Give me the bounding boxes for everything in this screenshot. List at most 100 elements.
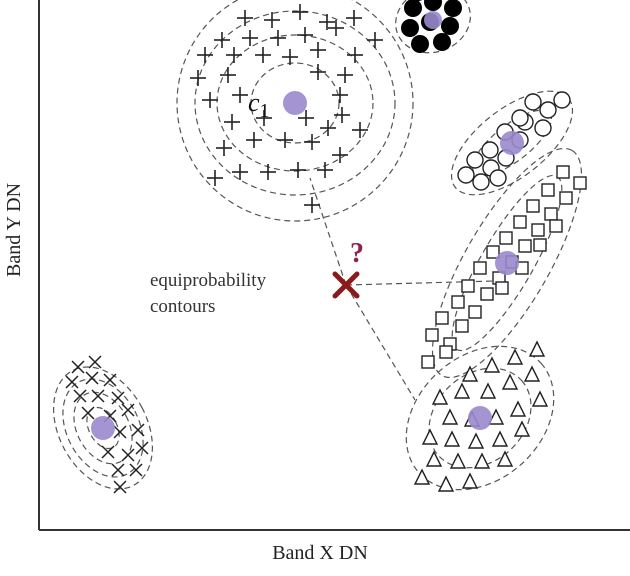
cross-stroke-b xyxy=(113,425,127,439)
plus-point xyxy=(334,107,350,123)
cross-stroke-b xyxy=(135,441,149,455)
class-centroid xyxy=(424,11,442,29)
cross-point xyxy=(111,391,125,405)
filled-circle-point xyxy=(404,0,422,17)
plus-point xyxy=(367,32,383,48)
square-point xyxy=(486,245,500,259)
plus-point xyxy=(317,162,333,178)
square-mark xyxy=(518,239,532,253)
class-centroid xyxy=(468,406,492,430)
filled-circle-mark xyxy=(401,19,419,37)
square-mark xyxy=(495,281,509,295)
triangle-mark xyxy=(487,408,505,425)
plus-point xyxy=(214,32,230,48)
open-circle-mark xyxy=(481,141,499,159)
triangle-mark xyxy=(441,408,459,425)
square-point xyxy=(526,199,540,213)
triangle-mark xyxy=(437,475,455,492)
equiprobability-contour xyxy=(431,147,583,379)
square-mark xyxy=(425,328,439,342)
triangle-mark xyxy=(531,390,549,407)
cross-point xyxy=(121,448,135,462)
plus-point xyxy=(216,140,232,156)
class-centroid xyxy=(283,91,307,115)
open-circle-point xyxy=(524,93,542,111)
square-point xyxy=(556,165,570,179)
cross-point xyxy=(129,463,143,477)
plus-point xyxy=(290,162,306,178)
plus-point xyxy=(190,70,206,86)
square-point xyxy=(473,261,487,275)
triangle-mark xyxy=(496,450,514,467)
plus-point xyxy=(346,10,362,26)
triangle-mark xyxy=(523,365,541,382)
square-mark xyxy=(499,231,513,245)
filled-circle-point xyxy=(441,17,459,35)
square-point xyxy=(559,191,573,205)
triangle-point xyxy=(441,408,459,425)
equiprobability-contour xyxy=(73,391,133,465)
filled-circle-point xyxy=(411,35,429,53)
plus-point xyxy=(347,47,363,63)
triangle-point xyxy=(487,408,505,425)
square-point xyxy=(513,215,527,229)
square-mark xyxy=(573,176,587,190)
triangle-point xyxy=(431,388,449,405)
plus-point xyxy=(310,64,326,80)
cross-point xyxy=(121,403,135,417)
cross-stroke-b xyxy=(88,355,102,369)
class-centroid xyxy=(91,416,115,440)
square-mark xyxy=(531,223,545,237)
square-mark xyxy=(461,279,475,293)
triangle-mark xyxy=(528,340,546,357)
triangle-mark xyxy=(491,430,509,447)
plus-point xyxy=(207,170,223,186)
plus-point xyxy=(242,30,258,46)
plus-point xyxy=(277,132,293,148)
triangle-point xyxy=(491,430,509,447)
square-mark xyxy=(480,287,494,301)
centroids-group xyxy=(91,11,524,440)
triangle-mark xyxy=(461,472,479,489)
square-mark xyxy=(421,355,435,369)
triangle-point xyxy=(531,390,549,407)
cross-point xyxy=(101,445,115,459)
plus-point xyxy=(320,120,336,136)
triangle-point xyxy=(413,468,431,485)
filled-circle-mark xyxy=(413,0,423,1)
square-mark xyxy=(544,207,558,221)
triangle-point xyxy=(449,452,467,469)
triangle-point xyxy=(483,356,501,373)
triangle-mark xyxy=(513,420,531,437)
plus-point xyxy=(328,20,344,36)
triangle-mark xyxy=(461,365,479,382)
square-mark xyxy=(533,238,547,252)
equiprobability-contour xyxy=(250,62,340,144)
square-point xyxy=(421,355,435,369)
plus-point xyxy=(256,110,272,126)
open-circle-mark xyxy=(489,169,507,187)
points-group xyxy=(65,0,587,494)
cross-stroke-b xyxy=(131,423,145,437)
square-point xyxy=(468,305,482,319)
triangle-point xyxy=(509,400,527,417)
triangle-mark xyxy=(443,430,461,447)
plus-point xyxy=(332,147,348,163)
plus-point xyxy=(304,197,320,213)
plus-point xyxy=(264,12,280,28)
square-point xyxy=(518,239,532,253)
square-point xyxy=(439,345,453,359)
square-point xyxy=(425,328,439,342)
triangle-point xyxy=(479,382,497,399)
plus-point xyxy=(260,164,276,180)
cross-stroke-b xyxy=(121,448,135,462)
plus-point xyxy=(226,47,242,63)
cross-stroke-b xyxy=(113,480,127,494)
cross-stroke-b xyxy=(121,403,135,417)
open-circle-point xyxy=(511,109,529,127)
square-point xyxy=(499,231,513,245)
equiprobability-annotation: equiprobability contours xyxy=(150,268,320,320)
class-centroid xyxy=(500,131,524,155)
centroid-label-c1: c1 xyxy=(248,88,270,123)
